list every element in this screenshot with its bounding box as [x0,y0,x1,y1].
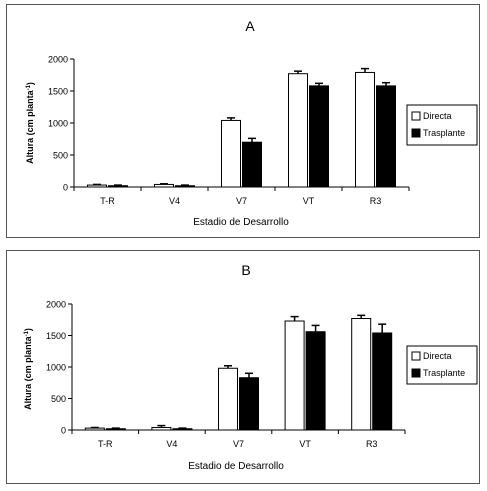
bar-directa [288,73,308,188]
bar-directa [355,71,375,188]
y-tick-label: 1500 [46,331,66,341]
bar-directa [87,184,107,188]
y-axis-label: Altura (cm planta-1) [25,82,35,164]
x-tick-label: T-R [98,439,113,449]
bar-trasplante [309,85,329,188]
chart-panel-a: A Altura (cm planta-1) Estadio de Desarr… [6,4,480,238]
x-tick-label: V4 [166,439,177,449]
x-tick-label: V7 [233,439,244,449]
legend: Directa Trasplante [406,104,478,146]
y-axis-label: Altura (cm planta-1) [23,328,33,410]
x-tick-label: R3 [370,196,382,206]
x-tick-label: T-R [100,196,115,206]
plot-area: 0 500 1000 1500 2000 T-R V4 V7 VT R3 [46,300,406,449]
bar-directa [351,317,372,431]
bar-directa [221,119,241,188]
y-axis-label-sup: -1 [24,330,30,336]
x-axis-label: Estadio de Desarrollo [193,217,289,228]
legend-swatch-directa [411,351,421,361]
bar-trasplante [376,85,396,188]
y-tick-label: 1000 [48,119,68,129]
legend-swatch-directa [411,111,421,121]
legend-label-trasplante: Trasplante [423,368,465,378]
y-axis-label-main: Altura (cm planta [23,335,33,410]
bar-directa [151,426,172,431]
legend-label-directa: Directa [423,351,452,361]
bar-trasplante [108,185,128,188]
chart-title: A [245,18,255,34]
bar-trasplante [105,428,126,431]
x-tick-label: V4 [169,196,180,206]
plot-area: 0 500 1000 1500 2000 T-R V4 V7 VT R3 [48,55,410,206]
bar-trasplante [305,331,326,431]
legend-swatch-trasplante [411,128,421,138]
bar-directa [84,427,105,431]
y-tick-label: 0 [63,183,68,193]
y-axis-label-sup: -1 [26,84,32,90]
chart-b-svg: B Altura (cm planta-1) Estadio de Desarr… [23,262,478,472]
y-tick-label: 500 [53,151,68,161]
x-tick-label: V7 [236,196,247,206]
legend: Directa Trasplante [406,345,478,385]
bar-directa [154,183,174,188]
y-axis-label-close: ) [25,82,35,85]
bar-directa [284,320,305,431]
chart-title: B [241,262,250,278]
bar-trasplante [239,377,259,431]
x-axis-label: Estadio de Desarrollo [188,461,284,472]
y-tick-label: 500 [51,394,66,404]
legend-label-trasplante: Trasplante [423,128,465,138]
x-tick-label: VT [299,439,311,449]
chart-panel-b: B Altura (cm planta-1) Estadio de Desarr… [6,250,480,484]
y-tick-label: 2000 [48,55,68,65]
y-axis-label-close: ) [23,328,33,331]
bar-trasplante [172,428,193,431]
legend-label-directa: Directa [423,111,452,121]
y-tick-label: 1000 [46,363,66,373]
y-tick-label: 0 [61,426,66,436]
y-axis-label-main: Altura (cm planta [25,89,35,164]
bar-trasplante [175,185,195,188]
chart-a-svg: A Altura (cm planta-1) Estadio de Desarr… [25,18,478,228]
y-tick-label: 1500 [48,87,68,97]
x-tick-label: VT [303,196,315,206]
y-tick-label: 2000 [46,300,66,310]
x-tick-label: R3 [366,439,378,449]
bar-directa [218,367,238,431]
bar-trasplante [242,141,262,188]
legend-swatch-trasplante [411,368,421,378]
bar-trasplante [372,332,393,431]
